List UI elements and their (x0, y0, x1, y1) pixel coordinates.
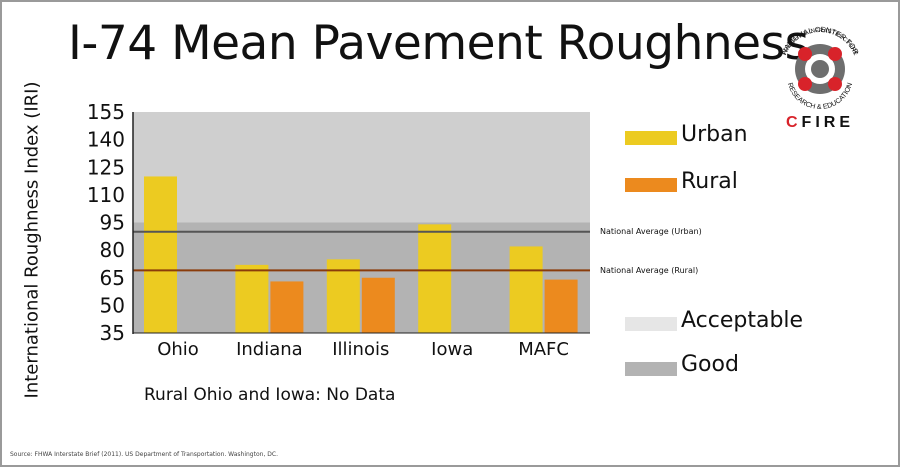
y-tick-label: 95 (100, 211, 125, 235)
logo-node-icon (828, 47, 842, 61)
logo-wordmark-c: C (785, 114, 802, 131)
y-tick-label: 110 (87, 183, 125, 207)
y-tick-label: 35 (100, 321, 125, 345)
legend-swatch-rural (625, 178, 677, 192)
x-tick-label: Indiana (236, 339, 303, 360)
legend-label-good: Good (681, 352, 739, 377)
source-citation: Source: FHWA Interstate Brief (2011). US… (10, 451, 278, 458)
bar-urban-indiana (235, 264, 269, 333)
bar-rural-mafc (544, 279, 578, 333)
y-tick-label: 140 (87, 128, 125, 152)
x-tick-label: Illinois (332, 339, 389, 360)
legend-swatch-urban (625, 131, 677, 145)
legend-label-urban: Urban (681, 122, 748, 147)
x-tick-label: Ohio (157, 339, 199, 360)
logo-node-icon (798, 77, 812, 91)
bar-urban-iowa (418, 224, 452, 333)
bar-urban-illinois (326, 259, 360, 333)
logo-node-icon (798, 47, 812, 61)
bar-urban-mafc (509, 246, 543, 333)
ref-label-rural: National Average (Rural) (600, 266, 699, 275)
y-tick-label: 80 (100, 238, 125, 262)
x-tick-label: MAFC (518, 339, 569, 360)
y-tick-label: 155 (87, 100, 125, 124)
legend-swatch-acceptable (625, 317, 677, 331)
legend-label-rural: Rural (681, 169, 738, 194)
chart-title: I-74 Mean Pavement Roughness (68, 16, 809, 71)
y-tick-label: 125 (87, 155, 125, 179)
x-tick-label: Iowa (431, 339, 473, 360)
ref-label-urban: National Average (Urban) (600, 227, 702, 236)
bar-urban-ohio (144, 176, 177, 333)
legend-swatch-good (625, 362, 677, 376)
logo-hub-core (811, 60, 829, 78)
cfire-logo: NATIONAL CENTER FOR FREIGHT & INFRASTRUC… (779, 25, 861, 111)
logo-node-icon (828, 77, 842, 91)
logo-wordmark: CFIRE (775, 114, 865, 132)
band-acceptable (133, 112, 590, 223)
y-tick-label: 65 (100, 266, 125, 290)
logo-wordmark-fire: FIRE (801, 114, 854, 131)
legend-label-acceptable: Acceptable (681, 308, 804, 333)
no-data-note: Rural Ohio and Iowa: No Data (144, 385, 396, 405)
y-tick-label: 50 (100, 293, 125, 317)
bar-rural-indiana (270, 281, 304, 333)
bar-rural-illinois (361, 277, 395, 333)
